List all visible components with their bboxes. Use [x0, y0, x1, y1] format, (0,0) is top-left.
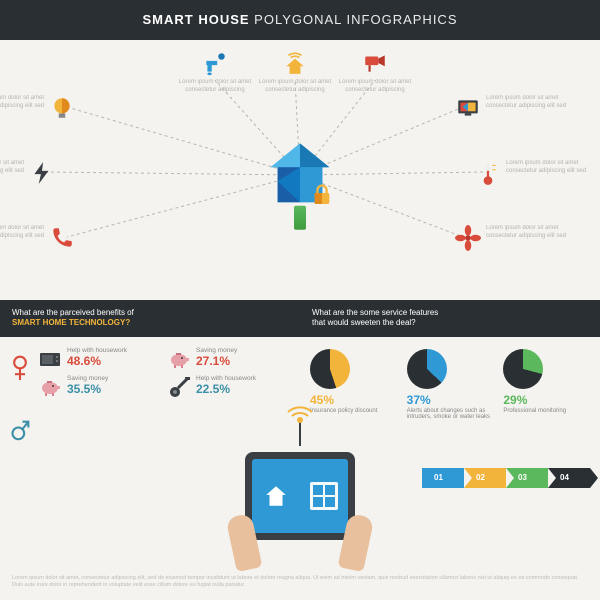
pie-label: Professional monitoring — [503, 408, 566, 414]
pie-chart-icon — [407, 349, 447, 389]
pie-chart-icon — [310, 349, 350, 389]
title-light: POLYGONAL INFOGRAPHICS — [254, 12, 457, 27]
step-01: 01 — [422, 468, 464, 488]
faucet-icon — [202, 50, 228, 76]
stat-item: Help with housework22.5% — [167, 375, 292, 397]
screen-tile — [310, 482, 338, 510]
node-bolt: Lorem ipsum dolor sit amet consectetur a… — [0, 160, 55, 189]
piggy-icon — [38, 375, 62, 397]
pie-label: Insurance policy discount — [310, 408, 377, 414]
node-text: Lorem ipsum dolor sit amet consectetur a… — [250, 79, 340, 95]
stat-item: Saving money27.1% — [167, 347, 292, 369]
pie-item: 29%Professional monitoring — [503, 349, 594, 420]
pie-label: Alerts about changes such as intruders, … — [407, 408, 490, 420]
microwave-icon — [38, 347, 62, 369]
infographic-page: SMART HOUSE POLYGONAL INFOGRAPHICS Lorem… — [0, 0, 600, 600]
pie-pct: 29% — [503, 393, 594, 407]
piggy-icon — [167, 347, 191, 369]
node-text: Lorem ipsum dolor sit amet consectetur a… — [330, 79, 420, 95]
stat-pct: 48.6% — [67, 354, 101, 368]
node-phone: Lorem ipsum dolor sit amet consectetur a… — [0, 225, 75, 254]
remote-icon — [294, 206, 306, 230]
page-title: SMART HOUSE POLYGONAL INFOGRAPHICS — [0, 0, 600, 40]
wifi-icon — [282, 406, 318, 446]
step-03: 03 — [506, 468, 548, 488]
benefits-question: What are the parceived benefits of SMART… — [0, 300, 300, 337]
pie-chart-icon — [503, 349, 543, 389]
node-wifi-house: Lorem ipsum dolor sit amet consectetur a… — [250, 50, 340, 95]
node-text: Lorem ipsum dolor sit amet consectetur a… — [170, 79, 260, 95]
node-faucet: Lorem ipsum dolor sit amet consectetur a… — [170, 50, 260, 95]
camera-icon — [362, 50, 388, 76]
step-02: 02 — [464, 468, 506, 488]
hero-radial: Lorem ipsum dolor sit amet consectetur a… — [0, 40, 600, 300]
node-text: Lorem ipsum dolor sit amet consectetur a… — [486, 95, 585, 111]
node-thermo: Lorem ipsum dolor sit amet consectetur a… — [475, 160, 600, 189]
thermo-icon — [475, 160, 501, 186]
bulb-icon — [49, 95, 75, 121]
step-arrows: 01020304 — [422, 468, 590, 488]
center-house — [265, 138, 335, 208]
screen-house-icon — [263, 483, 289, 509]
phone-icon — [49, 225, 75, 251]
node-text: Lorem ipsum dolor sit amet consectetur a… — [506, 160, 600, 176]
footer-text: Lorem ipsum dolor sit amet, consectetur … — [12, 575, 588, 590]
stat-pct: 22.5% — [196, 382, 230, 396]
stat-pct: 27.1% — [196, 354, 230, 368]
tablet-device — [245, 452, 355, 540]
fan-icon — [455, 225, 481, 251]
stat-item: Saving money35.5% — [38, 375, 163, 397]
node-text: Lorem ipsum dolor sit amet consectetur a… — [0, 160, 24, 176]
pie-pct: 45% — [310, 393, 401, 407]
node-bulb: Lorem ipsum dolor sit amet consectetur a… — [0, 95, 75, 124]
title-bold: SMART HOUSE — [142, 12, 249, 27]
tablet-hands — [245, 452, 355, 540]
q-left-line1: What are the parceived benefits of — [12, 308, 134, 317]
node-text: Lorem ipsum dolor sit amet consectetur a… — [0, 225, 44, 241]
male-icon — [10, 415, 30, 445]
wifi-house-icon — [282, 50, 308, 76]
node-camera: Lorem ipsum dolor sit amet consectetur a… — [330, 50, 420, 95]
q-right-line1: What are the some service features — [312, 308, 438, 317]
vacuum-icon — [167, 375, 191, 397]
bolt-icon — [29, 160, 55, 186]
step-04: 04 — [548, 468, 590, 488]
stat-pct: 35.5% — [67, 382, 101, 396]
pie-item: 45%Insurance policy discount — [310, 349, 401, 420]
pie-pct: 37% — [407, 393, 498, 407]
lock-icon — [311, 184, 333, 206]
tv-icon — [455, 95, 481, 121]
node-tv: Lorem ipsum dolor sit amet consectetur a… — [455, 95, 585, 124]
tablet-screen — [252, 459, 348, 533]
node-fan: Lorem ipsum dolor sit amet consectetur a… — [455, 225, 585, 254]
q-right-line2: that would sweeten the deal? — [312, 318, 416, 327]
stat-item: Help with housework48.6% — [38, 347, 163, 369]
female-icon — [10, 355, 30, 385]
pie-item: 37%Alerts about changes such as intruder… — [407, 349, 498, 420]
q-left-highlight: SMART HOME TECHNOLOGY? — [12, 318, 130, 327]
node-text: Lorem ipsum dolor sit amet consectetur a… — [486, 225, 585, 241]
features-question: What are the some service features that … — [300, 300, 600, 337]
node-text: Lorem ipsum dolor sit amet consectetur a… — [0, 95, 44, 111]
